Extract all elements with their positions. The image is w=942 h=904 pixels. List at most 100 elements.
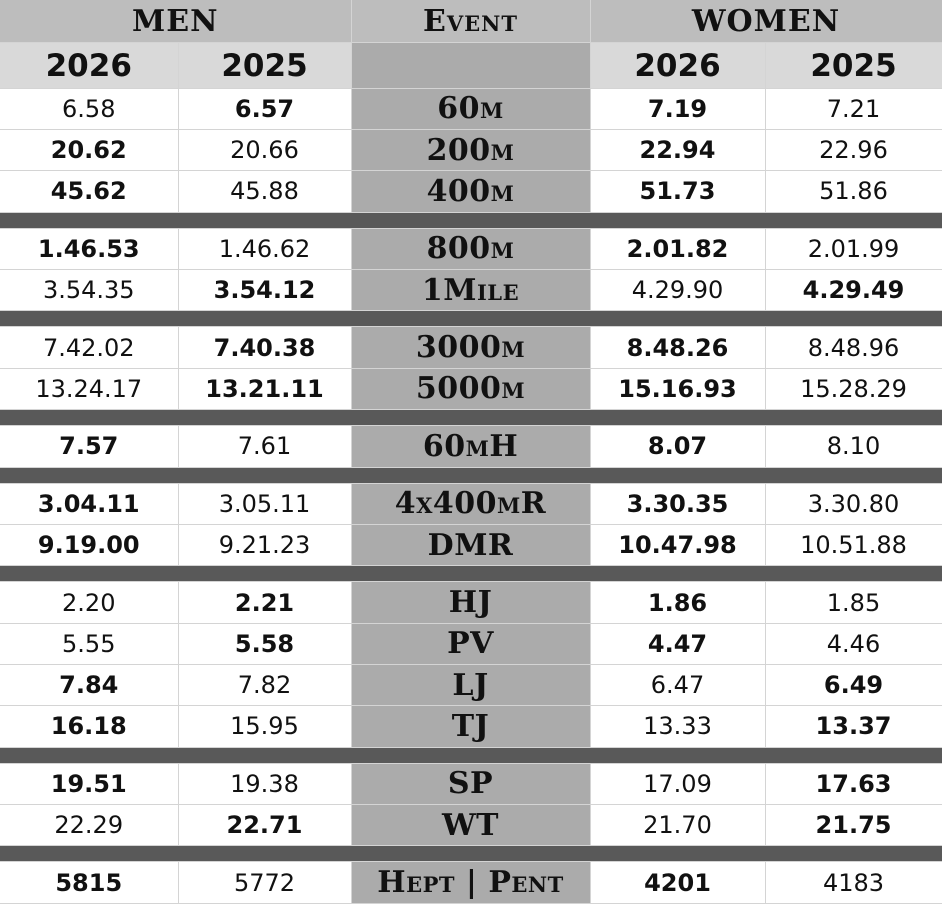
event-header[interactable]: Event <box>351 0 591 44</box>
women-2026-cell[interactable]: 15.16.93 <box>590 368 766 411</box>
women-2025-cell[interactable]: 6.49 <box>765 664 942 707</box>
men-2025-cell[interactable]: 3.05.11 <box>178 483 352 525</box>
event-row-3000m: 7.42.02 7.40.38 3000m 8.48.26 8.48.96 <box>0 326 942 369</box>
men-2025-cell[interactable]: 7.82 <box>178 664 352 707</box>
women-2025-cell[interactable]: 1.85 <box>765 581 942 624</box>
event-name-cell[interactable]: LJ <box>351 664 591 707</box>
women-2026-cell[interactable]: 8.48.26 <box>590 326 766 369</box>
women-2026-cell[interactable]: 4.29.90 <box>590 269 766 312</box>
men-2026-cell[interactable]: 7.57 <box>0 425 179 468</box>
women-year-2025[interactable]: 2025 <box>765 42 942 89</box>
women-2026-cell[interactable]: 13.33 <box>590 705 766 748</box>
event-name-cell[interactable]: 1Mile <box>351 269 591 312</box>
women-header[interactable]: WOMEN <box>590 0 942 44</box>
men-2025-cell[interactable]: 6.57 <box>178 88 352 130</box>
event-name-cell[interactable]: PV <box>351 623 591 665</box>
separator-bar <box>0 409 942 427</box>
women-2026-cell[interactable]: 4.47 <box>590 623 766 665</box>
women-2025-cell[interactable]: 3.30.80 <box>765 483 942 525</box>
event-name-cell[interactable]: 200m <box>351 129 591 172</box>
women-2026-cell[interactable]: 51.73 <box>590 170 766 213</box>
women-2026-cell[interactable]: 21.70 <box>590 804 766 847</box>
event-name-cell[interactable]: DMR <box>351 524 591 567</box>
women-2026-cell[interactable]: 22.94 <box>590 129 766 172</box>
men-2025-cell[interactable]: 13.21.11 <box>178 368 352 411</box>
men-2026-cell[interactable]: 7.42.02 <box>0 326 179 369</box>
women-2026-cell[interactable]: 8.07 <box>590 425 766 468</box>
men-2025-cell[interactable]: 45.88 <box>178 170 352 213</box>
women-2026-cell[interactable]: 1.86 <box>590 581 766 624</box>
women-2025-cell[interactable]: 4.29.49 <box>765 269 942 312</box>
event-row-1mile: 3.54.35 3.54.12 1Mile 4.29.90 4.29.49 <box>0 269 942 312</box>
women-2025-cell[interactable]: 15.28.29 <box>765 368 942 411</box>
men-2026-cell[interactable]: 16.18 <box>0 705 179 748</box>
men-2026-cell[interactable]: 7.84 <box>0 664 179 707</box>
women-2025-cell[interactable]: 17.63 <box>765 763 942 806</box>
men-header[interactable]: MEN <box>0 0 352 44</box>
women-2025-cell[interactable]: 2.01.99 <box>765 228 942 271</box>
men-2025-cell[interactable]: 22.71 <box>178 804 352 847</box>
men-2025-cell[interactable]: 7.61 <box>178 425 352 468</box>
men-2025-cell[interactable]: 3.54.12 <box>178 269 352 312</box>
event-name-cell[interactable]: HJ <box>351 581 591 624</box>
event-name-cell[interactable]: 3000m <box>351 326 591 369</box>
women-year-2026[interactable]: 2026 <box>590 42 766 89</box>
women-2025-cell[interactable]: 4.46 <box>765 623 942 665</box>
men-2025-cell[interactable]: 20.66 <box>178 129 352 172</box>
men-2026-cell[interactable]: 2.20 <box>0 581 179 624</box>
event-name-cell[interactable]: TJ <box>351 705 591 748</box>
men-2026-cell[interactable]: 20.62 <box>0 129 179 172</box>
event-name-cell[interactable]: 60mH <box>351 425 591 468</box>
event-name-cell[interactable]: 400m <box>351 170 591 213</box>
men-2025-cell[interactable]: 19.38 <box>178 763 352 806</box>
women-2026-cell[interactable]: 6.47 <box>590 664 766 707</box>
event-row-60mh: 7.57 7.61 60mH 8.07 8.10 <box>0 425 942 468</box>
women-2025-cell[interactable]: 7.21 <box>765 88 942 130</box>
men-2026-cell[interactable]: 3.54.35 <box>0 269 179 312</box>
women-2025-cell[interactable]: 22.96 <box>765 129 942 172</box>
women-2026-cell[interactable]: 2.01.82 <box>590 228 766 271</box>
men-2026-cell[interactable]: 5.55 <box>0 623 179 665</box>
separator-bar <box>0 310 942 328</box>
men-2025-cell[interactable]: 5772 <box>178 861 352 904</box>
men-2025-cell[interactable]: 15.95 <box>178 705 352 748</box>
men-year-2025[interactable]: 2025 <box>178 42 352 89</box>
men-2026-cell[interactable]: 1.46.53 <box>0 228 179 271</box>
men-2026-cell[interactable]: 19.51 <box>0 763 179 806</box>
men-2025-cell[interactable]: 7.40.38 <box>178 326 352 369</box>
men-2025-cell[interactable]: 9.21.23 <box>178 524 352 567</box>
event-name-cell[interactable]: 5000m <box>351 368 591 411</box>
men-2025-cell[interactable]: 5.58 <box>178 623 352 665</box>
men-2025-cell[interactable]: 2.21 <box>178 581 352 624</box>
women-2025-cell[interactable]: 21.75 <box>765 804 942 847</box>
event-header-blank[interactable] <box>351 42 591 89</box>
women-2025-cell[interactable]: 51.86 <box>765 170 942 213</box>
men-2025-cell[interactable]: 1.46.62 <box>178 228 352 271</box>
women-2026-cell[interactable]: 7.19 <box>590 88 766 130</box>
women-2025-cell[interactable]: 4183 <box>765 861 942 904</box>
men-2026-cell[interactable]: 5815 <box>0 861 179 904</box>
women-2025-cell[interactable]: 13.37 <box>765 705 942 748</box>
women-2026-cell[interactable]: 4201 <box>590 861 766 904</box>
women-2025-cell[interactable]: 10.51.88 <box>765 524 942 567</box>
men-2026-cell[interactable]: 45.62 <box>0 170 179 213</box>
women-2025-cell[interactable]: 8.48.96 <box>765 326 942 369</box>
event-name-cell[interactable]: 800m <box>351 228 591 271</box>
event-name-cell[interactable]: 60m <box>351 88 591 130</box>
event-row-lj: 7.84 7.82 LJ 6.47 6.49 <box>0 664 942 707</box>
women-2026-cell[interactable]: 3.30.35 <box>590 483 766 525</box>
men-2026-cell[interactable]: 9.19.00 <box>0 524 179 567</box>
women-2026-cell[interactable]: 17.09 <box>590 763 766 806</box>
women-2025-cell[interactable]: 8.10 <box>765 425 942 468</box>
men-2026-cell[interactable]: 6.58 <box>0 88 179 130</box>
event-row-5000m: 13.24.17 13.21.11 5000m 15.16.93 15.28.29 <box>0 368 942 411</box>
event-name-cell[interactable]: WT <box>351 804 591 847</box>
event-name-cell[interactable]: Hept | Pent <box>351 861 591 904</box>
event-name-cell[interactable]: SP <box>351 763 591 806</box>
men-2026-cell[interactable]: 22.29 <box>0 804 179 847</box>
men-2026-cell[interactable]: 13.24.17 <box>0 368 179 411</box>
women-2026-cell[interactable]: 10.47.98 <box>590 524 766 567</box>
event-name-cell[interactable]: 4x400mR <box>351 483 591 525</box>
men-year-2026[interactable]: 2026 <box>0 42 179 89</box>
men-2026-cell[interactable]: 3.04.11 <box>0 483 179 525</box>
